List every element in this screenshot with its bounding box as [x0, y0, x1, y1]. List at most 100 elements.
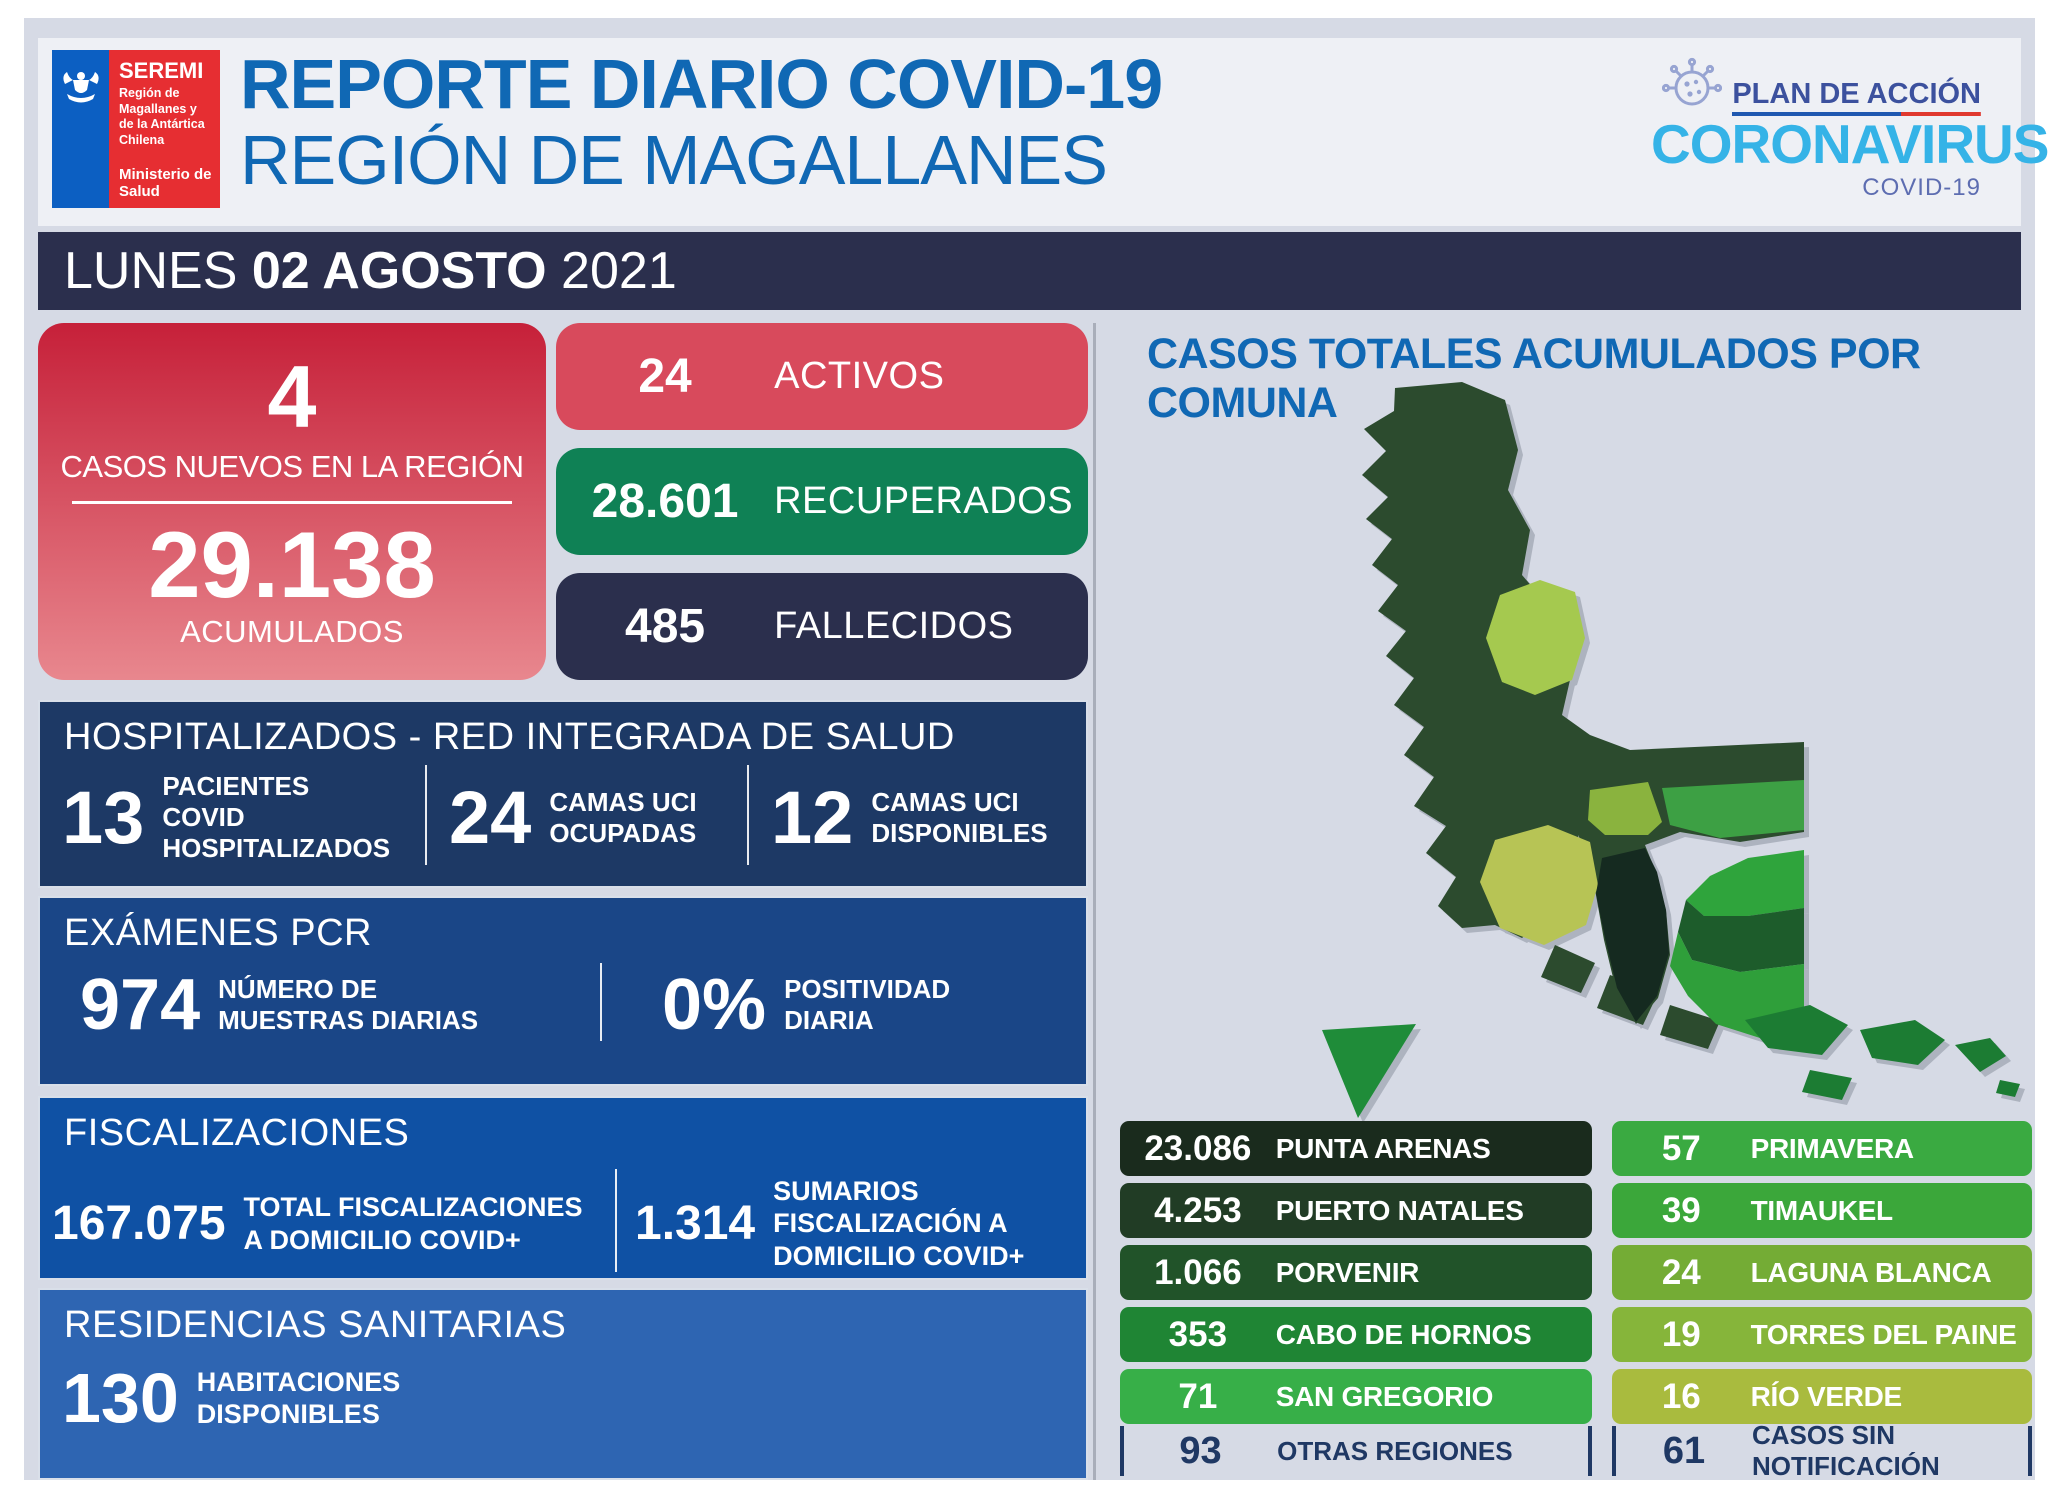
inspections-section: FISCALIZACIONES 167.075 TOTAL FISCALIZAC… [38, 1096, 1088, 1280]
covid19-sublabel: COVID-19 [1862, 173, 1981, 201]
comuna-name: SAN GREGORIO [1275, 1380, 1494, 1412]
coat-of-arms-icon [52, 50, 109, 208]
comuna-name: PRIMAVERA [1750, 1132, 1915, 1164]
hospitalized-section: HOSPITALIZADOS - RED INTEGRADA DE SALUD … [38, 700, 1088, 888]
comuna-table-left: 23.086 PUNTA ARENAS 4.253 PUERTO NATALES… [1120, 1121, 1592, 1424]
plan-de-accion-label: PLAN DE ACCIÓN [1732, 78, 1981, 116]
report-title-line1: REPORTE DIARIO COVID-19 [240, 45, 1163, 123]
comuna-name: LAGUNA BLANCA [1750, 1256, 1992, 1288]
map-region-cabo-de-hornos [1745, 1005, 2020, 1100]
comuna-value: 4.253 [1154, 1190, 1242, 1230]
icu-occupied-stat: 24 CAMAS UCI OCUPADAS [427, 775, 747, 855]
new-cases-value: 4 [267, 346, 317, 446]
comuna-value: 1.066 [1154, 1252, 1242, 1292]
comuna-row-timaukel: 39 TIMAUKEL [1612, 1183, 2032, 1238]
map-region-porvenir [1678, 900, 1804, 972]
recovered-value: 28.601 [591, 475, 739, 528]
divider [747, 765, 749, 865]
positivity-value: 0% [662, 965, 767, 1045]
accumulated-value: 29.138 [148, 511, 436, 617]
icu-available-value: 12 [771, 775, 854, 859]
date-value: 02 AGOSTO [251, 242, 547, 300]
column-divider [1093, 323, 1096, 1480]
logo-region: Región de Magallanes y de la Antártica C… [119, 86, 205, 147]
pcr-section: EXÁMENES PCR 974 NÚMERO DE MUESTRAS DIAR… [38, 896, 1088, 1086]
positivity-label: POSITIVIDAD DIARIA [784, 973, 951, 1035]
no-notification-value: 61 [1662, 1429, 1706, 1472]
comuna-value: 39 [1661, 1190, 1701, 1230]
map-region-san-gregorio [1662, 780, 1804, 838]
divider [425, 765, 427, 865]
comuna-name: PUERTO NATALES [1275, 1194, 1524, 1226]
comuna-row-puerto-natales: 4.253 PUERTO NATALES [1120, 1183, 1592, 1238]
map-region-rio-verde [1480, 825, 1598, 945]
hospitalized-patients-stat: 13 PACIENTES COVID HOSPITALIZADOS [40, 765, 425, 865]
deceased-pill: 485 FALLECIDOS [556, 573, 1088, 680]
comuna-row-laguna-blanca: 24 LAGUNA BLANCA [1612, 1245, 2032, 1300]
header-band [38, 38, 2021, 226]
pcr-samples-label: NÚMERO DE MUESTRAS DIARIAS [218, 973, 479, 1035]
status-pills: 24 ACTIVOS 28.601 RECUPERADOS 485 FALLEC… [556, 323, 1088, 680]
accumulated-label: ACUMULADOS [180, 614, 404, 650]
icu-available-label: CAMAS UCI DISPONIBLES [871, 786, 1048, 848]
comuna-value: 16 [1661, 1376, 1701, 1416]
total-inspections-stat: 167.075 TOTAL FISCALIZACIONES A DOMICILI… [40, 1185, 615, 1256]
total-inspections-value: 167.075 [52, 1196, 226, 1250]
divider [615, 1169, 617, 1273]
seremi-ministry-logo: SEREMI Región de Magallanes y de la Antá… [52, 50, 220, 208]
other-regions-row: 93 OTRAS REGIONES [1120, 1426, 1592, 1476]
comuna-value: 19 [1661, 1314, 1701, 1354]
deceased-value: 485 [625, 600, 706, 653]
rooms-available-label: HABITACIONES DISPONIBLES [196, 1366, 401, 1429]
no-notification-row: 61 CASOS SIN NOTIFICACIÓN [1612, 1420, 2032, 1481]
map-region-laguna-blanca [1588, 782, 1662, 835]
map-region-timaukel [1670, 932, 1804, 1038]
comuna-panel-title: CASOS TOTALES ACUMULADOS POR COMUNA [1147, 330, 1921, 427]
no-notification-label: CASOS SIN NOTIFICACIÓN [1751, 1420, 1940, 1481]
comuna-table-right: 57 PRIMAVERA 39 TIMAUKEL 24 LAGUNA BLANC… [1612, 1121, 2032, 1424]
summary-proceedings-stat: 1.314 SUMARIOS FISCALIZACIÓN A DOMICILIO… [617, 1169, 1086, 1272]
divider [600, 963, 602, 1041]
comuna-name: RÍO VERDE [1750, 1380, 1903, 1412]
icu-available-stat: 12 CAMAS UCI DISPONIBLES [749, 775, 1086, 855]
map-region-torres-del-paine [1486, 580, 1585, 695]
summary-proceedings-label: SUMARIOS FISCALIZACIÓN A DOMICILIO COVID… [773, 1176, 1025, 1271]
active-cases-label: ACTIVOS [774, 355, 945, 397]
logo-brand: SEREMI [119, 58, 204, 83]
logo-ministry: Ministerio de Salud [119, 165, 212, 200]
active-cases-value: 24 [638, 350, 692, 403]
comuna-value: 353 [1168, 1314, 1228, 1354]
total-inspections-label: TOTAL FISCALIZACIONES A DOMICILIO COVID+ [243, 1192, 583, 1255]
pcr-title: EXÁMENES PCR [64, 912, 372, 954]
map-region-natales [1362, 382, 1804, 1024]
comuna-name: PUNTA ARENAS [1275, 1132, 1491, 1164]
pcr-samples-stat: 974 NÚMERO DE MUESTRAS DIARIAS [40, 963, 600, 1041]
comuna-row-torres-del-paine: 19 TORRES DEL PAINE [1612, 1307, 2032, 1362]
date-year: 2021 [546, 242, 677, 300]
hospitalized-patients-value: 13 [62, 775, 145, 859]
positivity-stat: 0% POSITIVIDAD DIARIA [602, 963, 1058, 1041]
hospitalized-title: HOSPITALIZADOS - RED INTEGRADA DE SALUD [64, 716, 955, 758]
date-day: LUNES [64, 242, 252, 300]
comuna-name: TIMAUKEL [1750, 1194, 1894, 1226]
pcr-samples-value: 974 [80, 965, 201, 1045]
other-regions-label: OTRAS REGIONES [1277, 1435, 1513, 1466]
map-region-primavera [1686, 850, 1804, 916]
rooms-available-stat: 130 HABITACIONES DISPONIBLES [40, 1357, 491, 1433]
active-cases-pill: 24 ACTIVOS [556, 323, 1088, 430]
report-title-line2: REGIÓN DE MAGALLANES [240, 120, 1108, 199]
comuna-row-cabo-de-hornos: 353 CABO DE HORNOS [1120, 1307, 1592, 1362]
new-cases-label: CASOS NUEVOS EN LA REGIÓN [60, 448, 524, 484]
comuna-value: 71 [1178, 1376, 1218, 1416]
virus-icon [1662, 56, 1723, 116]
hospitalized-patients-label: PACIENTES COVID HOSPITALIZADOS [162, 771, 391, 864]
icu-occupied-value: 24 [449, 775, 532, 859]
comuna-value: 24 [1661, 1252, 1701, 1292]
comuna-value: 23.086 [1144, 1128, 1252, 1168]
card-divider [72, 500, 512, 504]
report-title: REPORTE DIARIO COVID-19 REGIÓN DE MAGALL… [240, 45, 1163, 199]
comuna-value: 57 [1661, 1128, 1701, 1168]
deceased-label: FALLECIDOS [774, 605, 1014, 647]
recovered-pill: 28.601 RECUPERADOS [556, 448, 1088, 555]
recovered-label: RECUPERADOS [774, 480, 1074, 522]
